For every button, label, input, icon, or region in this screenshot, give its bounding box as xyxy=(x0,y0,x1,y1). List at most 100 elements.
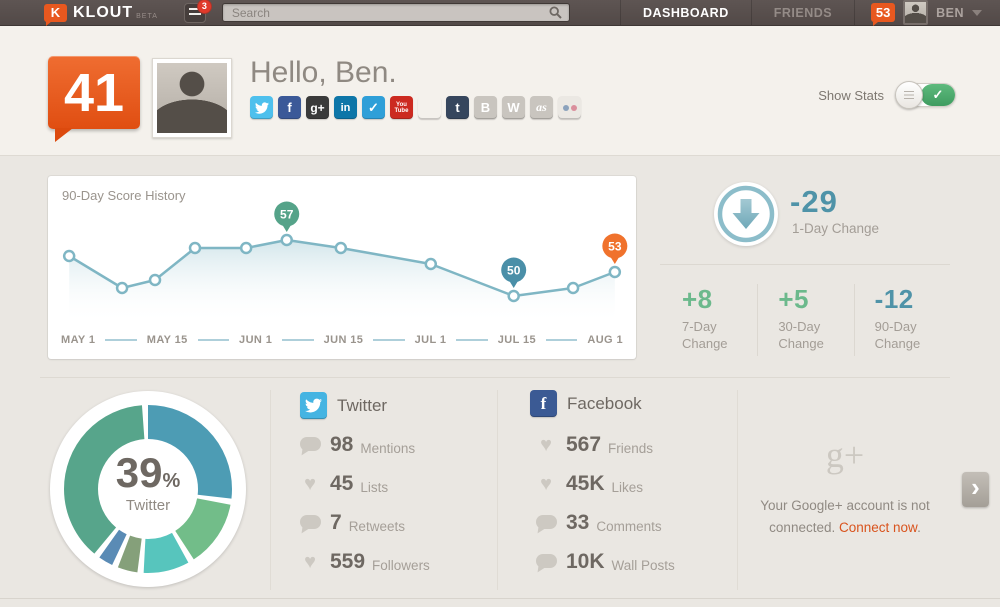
donut-slice xyxy=(64,405,232,573)
user-menu[interactable]: 53 BEN xyxy=(854,0,1000,26)
next-panel-button[interactable]: › xyxy=(962,472,989,507)
network-icon-youtube[interactable]: You Tube xyxy=(390,96,413,119)
network-icon-foursquare[interactable]: ✓ xyxy=(362,96,385,119)
chart-title: 90-Day Score History xyxy=(62,188,186,203)
data-point[interactable] xyxy=(239,241,253,255)
score-pin: 50 xyxy=(501,257,527,288)
klout-logo-icon[interactable]: K xyxy=(44,3,67,26)
heart-icon: ♥ xyxy=(540,473,552,495)
heart-icon: ♥ xyxy=(304,551,316,573)
stat-value: 7 xyxy=(330,511,342,534)
donut-percent-value: 39 xyxy=(115,449,163,496)
data-point[interactable] xyxy=(424,257,438,271)
network-icon-twitter[interactable] xyxy=(250,96,273,119)
data-point[interactable] xyxy=(62,249,76,263)
data-point[interactable] xyxy=(334,241,348,255)
data-point[interactable] xyxy=(148,273,162,287)
stat-label: Mentions xyxy=(360,440,416,456)
network-icon-wordpress[interactable]: W xyxy=(502,96,525,119)
stat-row: ♥ 559 Followers xyxy=(298,549,430,575)
show-stats-toggle[interactable]: ✓ xyxy=(895,81,956,109)
user-avatar xyxy=(903,0,929,25)
x-axis-tick: JUL 15 xyxy=(497,334,537,346)
top-nav: DASHBOARD FRIENDS 53 BEN xyxy=(619,0,1000,26)
network-icon-linkedin[interactable]: in xyxy=(334,96,357,119)
user-name: BEN xyxy=(936,5,964,20)
data-point[interactable] xyxy=(566,281,580,295)
stat-row: ♥ 567 Friends xyxy=(534,432,675,458)
stat-label: Retweets xyxy=(348,518,405,534)
chart-x-axis: MAY 1 MAY 15 JUN 1 JUN 15 JUL 1 JUL 15 AUG 1 xyxy=(61,329,623,351)
data-point[interactable] xyxy=(608,265,622,279)
profile-photo-image xyxy=(157,63,227,133)
stat-label: Followers xyxy=(372,557,430,573)
divider xyxy=(40,377,950,378)
axis-dash xyxy=(282,339,314,341)
divider xyxy=(0,598,1000,599)
divider xyxy=(737,390,738,590)
heart-icon: ♥ xyxy=(304,473,316,495)
network-icon-tumblr[interactable]: t xyxy=(446,96,469,119)
x-axis-tick: JUN 15 xyxy=(323,334,364,346)
x-axis-tick: MAY 1 xyxy=(61,334,96,346)
stat-value: 98 xyxy=(330,433,354,456)
seven-day-change: +8 7-Day Change xyxy=(662,284,757,356)
search-input[interactable] xyxy=(229,4,549,21)
network-icon-blogger[interactable]: B xyxy=(474,96,497,119)
facebook-stats-list: ♥ 567 Friends ♥ 45K Likes 33 Comments 10K Wall Po… xyxy=(534,432,675,588)
stat-label: Comments xyxy=(596,518,662,534)
donut-slice xyxy=(64,405,232,573)
stat-row: ♥ 45K Likes xyxy=(534,471,675,497)
svg-text:50: 50 xyxy=(507,264,521,278)
search-box xyxy=(221,3,570,22)
svg-text:57: 57 xyxy=(280,208,294,222)
google-plus-logo: g+ xyxy=(825,435,865,475)
network-icon-lastfm[interactable]: as xyxy=(530,96,553,119)
svg-text:53: 53 xyxy=(608,240,622,254)
arrow-down-icon xyxy=(714,182,778,246)
stat-label: Likes xyxy=(611,479,644,495)
score-pin: 57 xyxy=(274,201,300,232)
data-point[interactable] xyxy=(280,233,293,247)
notifications-button[interactable]: 3 xyxy=(183,0,212,23)
one-day-change-label: 1-Day Change xyxy=(792,221,880,236)
stat-label: Friends xyxy=(608,440,654,456)
show-stats-label: Show Stats xyxy=(818,87,884,103)
search-icon xyxy=(549,6,562,19)
axis-dash xyxy=(373,339,405,341)
facebook-section-title: Facebook xyxy=(567,393,642,413)
network-icon-flickr[interactable] xyxy=(558,96,581,119)
score-pin: 53 xyxy=(602,233,628,264)
divider xyxy=(660,264,950,265)
x-axis-tick: MAY 15 xyxy=(146,334,188,346)
network-icon-google-plus[interactable]: g+ xyxy=(306,96,329,119)
connect-now-link[interactable]: Connect now xyxy=(839,520,918,535)
toggle-knob[interactable] xyxy=(895,81,923,109)
twitter-stats-list: 98 Mentions ♥ 45 Lists 7 Retweets ♥ 559 Followers xyxy=(298,432,430,588)
stat-row: 7 Retweets xyxy=(298,510,430,536)
network-icon-facebook[interactable]: f xyxy=(278,96,301,119)
speech-bubble-icon xyxy=(535,553,557,568)
divider xyxy=(270,390,271,590)
speech-bubble-icon xyxy=(299,436,321,451)
heart-icon: ♥ xyxy=(540,434,552,456)
data-point[interactable] xyxy=(115,281,129,295)
nav-friends[interactable]: FRIENDS xyxy=(750,0,854,25)
nav-dashboard[interactable]: DASHBOARD xyxy=(619,0,751,25)
stat-value: 567 xyxy=(566,433,602,456)
greeting-text: Hello, Ben. xyxy=(250,56,397,89)
network-icon-instagram[interactable] xyxy=(418,96,441,119)
data-point[interactable] xyxy=(188,241,202,255)
data-point[interactable] xyxy=(507,289,520,303)
twitter-icon xyxy=(300,392,327,419)
ninety-day-change-value: -12 xyxy=(874,284,914,314)
stat-value: 45K xyxy=(566,472,605,495)
score-history-plot[interactable]: 57 50 53 xyxy=(48,176,636,326)
brand-name[interactable]: KLOUT xyxy=(73,3,134,21)
klout-score-bubble[interactable]: 41 xyxy=(48,56,140,142)
twitter-section-header: Twitter xyxy=(300,392,387,419)
stat-value: 33 xyxy=(566,511,590,534)
profile-photo[interactable] xyxy=(152,58,232,138)
